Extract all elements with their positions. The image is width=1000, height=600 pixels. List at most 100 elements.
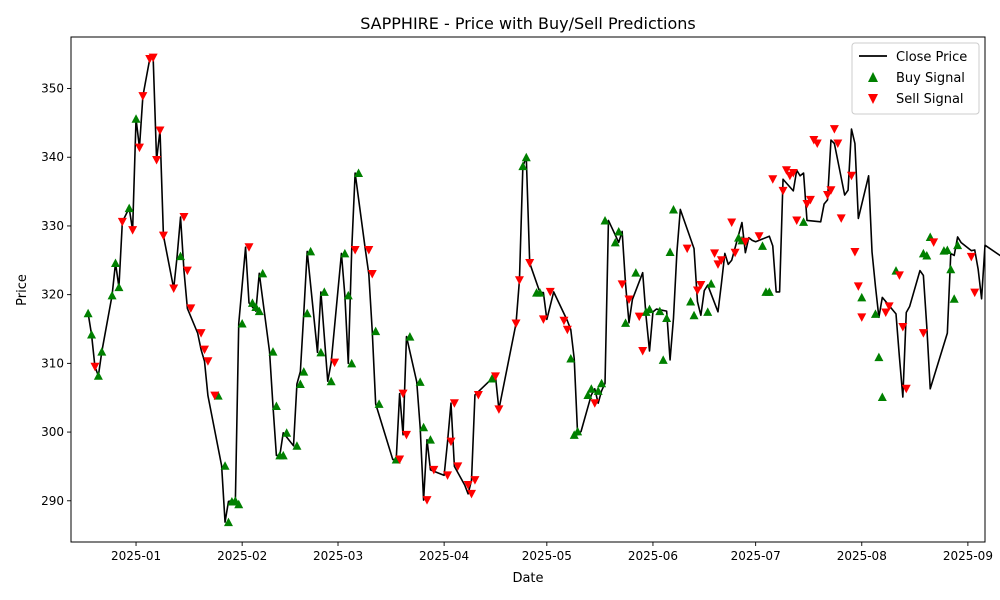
buy-signal-marker — [631, 268, 641, 277]
sell-signal-marker — [367, 270, 377, 279]
x-axis: 2025-01 2025-02 2025-03 2025-04 2025-05 2025-… — [111, 542, 993, 563]
legend-sell-signal-label: Sell Signal — [896, 92, 964, 107]
x-tick-label: 2025-05 — [522, 549, 572, 563]
x-tick-label: 2025-08 — [837, 549, 887, 563]
sell-signal-marker — [929, 238, 939, 247]
buy-signal-marker — [124, 203, 134, 213]
sell-signal-marker — [716, 256, 726, 265]
buy-signal-marker — [566, 354, 576, 363]
sell-signal-marker — [898, 322, 908, 332]
legend-buy-signal-label: Buy Signal — [896, 71, 965, 86]
buy-signal-marker — [258, 268, 268, 278]
sell-signal-marker — [196, 329, 206, 338]
plot-frame — [70, 36, 986, 543]
buy-signal-marker — [573, 426, 583, 436]
buy-signal-marker — [757, 241, 767, 250]
sell-signal-marker — [805, 195, 815, 205]
buy-signal-marker — [668, 204, 678, 214]
sell-signal-marker — [901, 384, 911, 394]
y-tick-label: 340 — [41, 150, 64, 164]
sell-signal-marker — [638, 346, 648, 356]
sell-signal-marker — [833, 139, 843, 148]
sell-signal-marker — [514, 276, 524, 285]
buy-signal-marker — [535, 288, 545, 297]
buy-signal-marker — [405, 332, 415, 341]
sell-signal-marker — [398, 389, 408, 399]
buy-signal-marker — [686, 297, 696, 306]
buy-signal-marker — [942, 245, 952, 254]
buy-signal-marker — [316, 347, 326, 357]
sell-signal-marker — [562, 325, 572, 335]
sell-signal-marker — [768, 175, 778, 184]
buy-signal-marker — [610, 237, 620, 247]
sell-signal-marker — [490, 372, 500, 381]
buy-signal-marker — [665, 247, 675, 257]
sell-signal-marker — [182, 266, 192, 276]
sell-signal-marker — [244, 243, 254, 252]
sell-signal-marker — [710, 249, 720, 258]
buy-signal-marker — [946, 264, 956, 274]
buy-signal-marker — [114, 282, 124, 292]
y-tick-label: 330 — [41, 219, 64, 233]
buy-signal-marker — [614, 226, 624, 236]
x-tick-label: 2025-01 — [111, 549, 161, 563]
sell-signal-marker — [128, 226, 138, 235]
buy-signal-marker — [415, 377, 425, 386]
sell-signal-marker — [918, 329, 928, 338]
sell-signal-series — [90, 53, 980, 505]
sell-signal-marker — [364, 245, 374, 255]
buy-signal-marker — [131, 114, 141, 123]
sell-signal-marker — [453, 462, 463, 471]
sell-signal-marker — [203, 357, 213, 366]
sell-signal-marker — [850, 248, 860, 257]
sell-signal-marker — [781, 166, 791, 175]
buy-signal-marker — [347, 358, 357, 368]
sell-signal-marker — [829, 125, 839, 134]
buy-signal-marker — [645, 304, 655, 314]
sell-signal-marker — [692, 286, 702, 296]
legend-buy-signal-marker — [868, 72, 878, 82]
buy-signal-marker — [689, 310, 699, 320]
sell-signal-marker — [511, 319, 521, 329]
buy-signal-marker — [107, 290, 117, 300]
buy-signal-marker — [374, 399, 384, 408]
sell-signal-marker — [590, 399, 600, 408]
buy-signal-marker — [237, 319, 247, 328]
sell-signal-marker — [138, 92, 148, 101]
legend-frame — [851, 42, 980, 115]
buy-signal-marker — [857, 292, 867, 302]
buy-signal-marker — [371, 326, 381, 336]
y-tick-label: 300 — [41, 425, 64, 439]
y-axis-label: Price — [15, 274, 30, 306]
close-price-series — [87, 56, 1000, 523]
buy-signal-marker — [949, 294, 959, 303]
sell-signal-marker — [727, 218, 737, 228]
sell-signal-marker — [155, 126, 165, 135]
sell-signal-marker — [682, 244, 692, 254]
sell-signal-marker — [730, 248, 740, 258]
x-tick-label: 2025-09 — [943, 549, 993, 563]
buy-signal-marker — [111, 258, 121, 268]
sell-signal-marker — [778, 186, 788, 196]
sell-signal-marker — [446, 437, 456, 447]
sell-signal-marker — [538, 315, 548, 324]
sell-signal-marker — [525, 259, 535, 268]
sell-signal-marker — [836, 214, 846, 223]
sell-signal-marker — [152, 155, 162, 165]
legend-close-price-label: Close Price — [896, 50, 967, 65]
buy-signal-marker — [419, 422, 429, 432]
sell-signal-marker — [186, 304, 196, 313]
sell-signal-marker — [545, 287, 555, 297]
sell-signal-marker — [894, 271, 904, 280]
sell-signal-marker — [330, 358, 340, 368]
sell-signal-marker — [823, 191, 833, 200]
sell-signal-marker — [559, 316, 569, 326]
buy-signal-marker — [621, 318, 631, 327]
sell-signal-marker — [179, 213, 189, 222]
buy-signal-marker — [83, 308, 93, 318]
buy-signal-marker — [354, 168, 364, 178]
sell-signal-marker — [846, 171, 856, 181]
sell-signal-marker — [826, 186, 836, 195]
buy-signal-marker — [658, 355, 668, 364]
